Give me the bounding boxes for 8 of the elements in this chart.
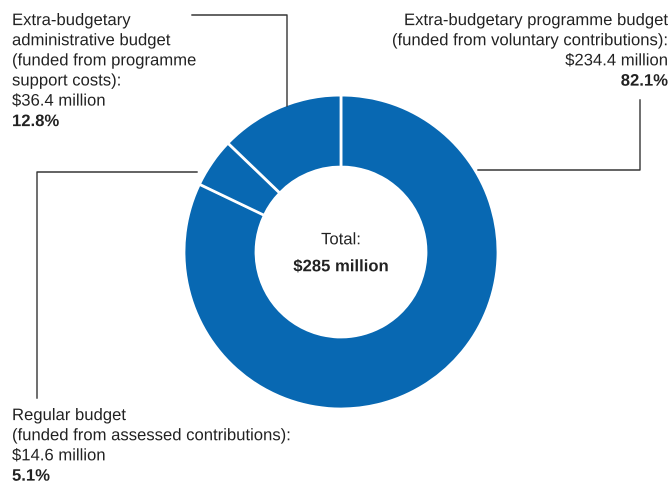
data-label: 82.1% <box>621 74 668 86</box>
slice-label: Extra-budgetary programme budget (funded from voluntary contributions): $234.4 million <box>392 13 668 66</box>
text: $285 million <box>294 258 388 273</box>
slice-label: Regular budget (funded from assessed contributions): $14.6 million <box>12 408 290 462</box>
text: Total: <box>321 232 360 244</box>
data-label: 12.8% <box>13 114 59 126</box>
data-label: 5.1% <box>12 469 50 481</box>
slice-label: Extra-budgetary administrative budget (funded from programme support costs): $36.4 million <box>12 13 196 107</box>
